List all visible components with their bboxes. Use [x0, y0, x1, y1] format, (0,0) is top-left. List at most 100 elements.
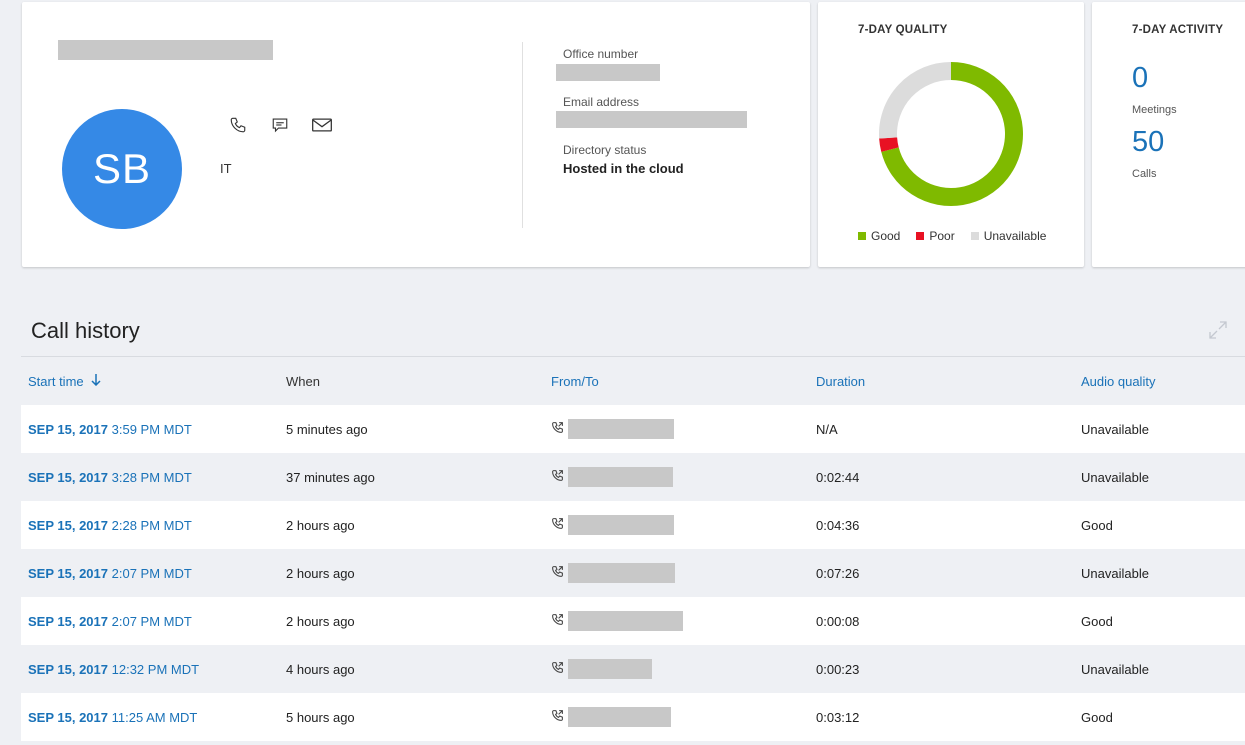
call-history-title: Call history — [31, 318, 140, 343]
cell-time[interactable]: 3:59 PM MDT — [111, 421, 192, 437]
cell-audio-quality: Good — [1081, 709, 1113, 725]
cell-duration: 0:07:26 — [816, 565, 860, 581]
table-row[interactable]: SEP 15, 2017 12:32 PM MDT 4 hours ago 0:00… — [21, 645, 1245, 693]
cell-duration: 0:03:12 — [816, 709, 860, 725]
cell-start-time[interactable]: SEP 15, 2017 2:28 PM MDT — [21, 518, 286, 533]
cell-from-to — [551, 611, 816, 631]
table-header: Start time When From/To Duration Audio q… — [21, 356, 1245, 405]
quality-title: 7-DAY QUALITY — [858, 24, 948, 36]
cell-when: 4 hours ago — [286, 661, 355, 677]
sort-down-arrow-icon — [91, 373, 101, 389]
redacted-contact — [568, 563, 675, 583]
cell-from-to — [551, 659, 816, 679]
table-row[interactable]: SEP 15, 2017 3:28 PM MDT 37 minutes ago 0:… — [21, 453, 1245, 501]
legend-unavailable-swatch — [970, 232, 979, 240]
cell-date[interactable]: SEP 15, 2017 — [28, 517, 108, 533]
cell-time[interactable]: 2:07 PM MDT — [111, 613, 192, 629]
cell-from-to — [551, 419, 816, 439]
cell-audio-quality: Good — [1081, 613, 1113, 629]
outgoing-call-icon — [551, 517, 564, 533]
cell-start-time[interactable]: SEP 15, 2017 3:28 PM MDT — [21, 470, 286, 485]
cell-when: 5 hours ago — [286, 709, 355, 725]
cell-time[interactable]: 12:32 PM MDT — [111, 661, 200, 677]
legend-unavailable-label: Unavailable — [983, 229, 1047, 243]
cell-time[interactable]: 2:28 PM MDT — [111, 517, 192, 533]
office-number-label: Office number — [563, 47, 639, 61]
cell-date[interactable]: SEP 15, 2017 — [28, 613, 108, 629]
header-duration[interactable]: Duration — [816, 373, 866, 389]
table-row[interactable]: SEP 15, 2017 3:59 PM MDT 5 minutes ago N/A… — [21, 405, 1245, 453]
header-when[interactable]: When — [286, 373, 320, 389]
legend-unavailable: Unavailable — [970, 229, 1047, 243]
email-address-label: Email address — [563, 95, 640, 109]
cell-time[interactable]: 2:07 PM MDT — [111, 565, 192, 581]
cell-start-time[interactable]: SEP 15, 2017 2:07 PM MDT — [21, 566, 286, 581]
activity-title: 7-DAY ACTIVITY — [1132, 24, 1224, 36]
cell-audio-quality: Unavailable — [1081, 565, 1149, 581]
phone-icon[interactable] — [227, 114, 249, 136]
cell-duration: 0:02:44 — [816, 469, 860, 485]
redacted-contact — [568, 467, 673, 487]
calls-count: 50 — [1132, 126, 1165, 158]
cell-duration: 0:04:36 — [816, 517, 860, 533]
cell-start-time[interactable]: SEP 15, 2017 3:59 PM MDT — [21, 422, 286, 437]
redacted-contact — [568, 419, 674, 439]
legend-good: Good — [858, 229, 900, 243]
expand-icon[interactable] — [1208, 320, 1228, 340]
cell-start-time[interactable]: SEP 15, 2017 12:32 PM MDT — [21, 662, 286, 677]
header-start-time-label: Start time — [28, 373, 84, 389]
cell-from-to — [551, 707, 816, 727]
outgoing-call-icon — [551, 565, 564, 581]
outgoing-call-icon — [551, 661, 564, 677]
cell-time[interactable]: 3:28 PM MDT — [111, 469, 192, 485]
profile-card: SB IT Office number Email address Direct… — [22, 2, 810, 267]
meetings-label: Meetings — [1132, 104, 1177, 116]
header-audio-quality[interactable]: Audio quality — [1081, 373, 1156, 389]
table-row[interactable]: SEP 15, 2017 2:28 PM MDT 2 hours ago 0:04:… — [21, 501, 1245, 549]
cell-date[interactable]: SEP 15, 2017 — [28, 661, 108, 677]
table-row[interactable]: SEP 15, 2017 2:07 PM MDT 2 hours ago 0:00:… — [21, 597, 1245, 645]
table-row[interactable]: SEP 15, 2017 2:07 PM MDT 2 hours ago 0:07:… — [21, 549, 1245, 597]
directory-status-label: Directory status — [563, 143, 647, 157]
redacted-contact — [568, 707, 671, 727]
quality-donut-chart — [879, 62, 1023, 206]
cell-from-to — [551, 467, 816, 487]
activity-card: 7-DAY ACTIVITY 0 Meetings 50 Calls — [1092, 2, 1245, 267]
cell-date[interactable]: SEP 15, 2017 — [28, 421, 108, 437]
calls-label: Calls — [1132, 168, 1157, 180]
cell-date[interactable]: SEP 15, 2017 — [28, 709, 108, 725]
cell-when: 37 minutes ago — [286, 469, 375, 485]
quality-legend: Good Poor Unavailable — [858, 229, 1046, 243]
cell-date[interactable]: SEP 15, 2017 — [28, 565, 108, 581]
redacted-email-address — [556, 111, 747, 128]
divider — [522, 42, 523, 228]
cell-from-to — [551, 563, 816, 583]
cell-start-time[interactable]: SEP 15, 2017 11:25 AM MDT — [21, 710, 286, 725]
legend-poor-swatch — [916, 232, 925, 240]
table-row[interactable]: SEP 15, 2017 11:25 AM MDT 5 hours ago 0:03… — [21, 693, 1245, 741]
donut-segment-good — [881, 62, 1023, 206]
chat-icon[interactable] — [269, 114, 291, 136]
mail-icon[interactable] — [311, 114, 333, 136]
redacted-user-name — [58, 40, 273, 60]
cell-date[interactable]: SEP 15, 2017 — [28, 469, 108, 485]
cell-time[interactable]: 11:25 AM MDT — [111, 709, 198, 725]
outgoing-call-icon — [551, 709, 564, 725]
outgoing-call-icon — [551, 469, 564, 485]
cell-from-to — [551, 515, 816, 535]
header-start-time[interactable]: Start time — [21, 373, 286, 389]
call-history-table: Start time When From/To Duration Audio q… — [21, 356, 1245, 741]
cell-duration: 0:00:08 — [816, 613, 860, 629]
avatar: SB — [62, 109, 182, 229]
quality-card: 7-DAY QUALITY Good Poor Unavailable — [818, 2, 1084, 267]
legend-poor-label: Poor — [929, 229, 955, 243]
legend-good-swatch — [858, 232, 866, 240]
cell-start-time[interactable]: SEP 15, 2017 2:07 PM MDT — [21, 614, 286, 629]
cell-duration: N/A — [816, 421, 838, 437]
cell-audio-quality: Unavailable — [1081, 661, 1149, 677]
legend-good-label: Good — [871, 229, 901, 243]
header-from-to[interactable]: From/To — [551, 373, 599, 389]
cell-when: 2 hours ago — [286, 517, 355, 533]
redacted-office-number — [556, 64, 660, 81]
donut-segment-unavailable — [879, 62, 952, 139]
